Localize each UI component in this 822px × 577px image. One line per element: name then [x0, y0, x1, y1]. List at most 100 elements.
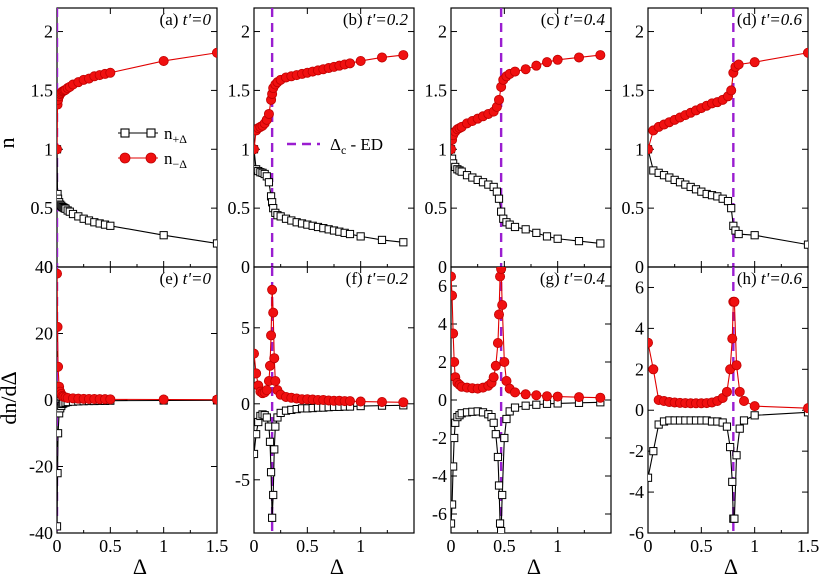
panel-title: (c) t'=0.4 — [541, 10, 606, 29]
point-minus — [105, 394, 116, 405]
y-tick-label: 1 — [438, 139, 447, 159]
x-tick-label: 0.5 — [99, 536, 122, 556]
y-tick-label: 0 — [438, 390, 447, 410]
legend-label-ed: Δc - ED — [330, 135, 383, 157]
x-tick-label: 1.5 — [797, 536, 820, 556]
panel-title: (g) t'=0.4 — [540, 269, 606, 288]
x-tick-label: 0 — [644, 536, 653, 556]
point-minus — [254, 368, 262, 379]
point-minus — [376, 52, 387, 63]
point-plus — [553, 234, 562, 243]
point-minus — [648, 337, 653, 348]
point-plus — [722, 422, 732, 431]
point-plus — [159, 231, 168, 240]
point-plus — [648, 473, 653, 482]
y-tick-label: 5 — [241, 318, 250, 338]
y-tick-label: -6 — [432, 504, 447, 524]
legend: n+Δ n−Δ — [118, 124, 187, 171]
series-line-plus — [57, 149, 217, 244]
plot-area — [451, 267, 606, 533]
y-tick-label: 0 — [438, 257, 447, 277]
point-minus — [490, 360, 501, 371]
point-minus — [212, 47, 217, 58]
point-minus — [497, 299, 508, 310]
point-plus — [497, 207, 506, 216]
point-plus — [356, 232, 365, 241]
point-plus — [491, 430, 500, 439]
point-minus — [727, 333, 738, 344]
point-minus — [595, 392, 606, 403]
y-tick-label: -20 — [29, 457, 53, 477]
point-plus — [521, 225, 530, 234]
point-minus — [595, 50, 606, 61]
y-tick-label: 2 — [44, 22, 53, 42]
y-tick-label: 0 — [241, 394, 250, 414]
point-minus — [749, 401, 760, 412]
point-minus — [648, 364, 659, 375]
x-tick-label: 0 — [447, 536, 456, 556]
point-plus — [739, 416, 749, 425]
x-tick-label: 0.5 — [493, 536, 516, 556]
y-tick-label: 1 — [44, 139, 53, 159]
y-tick-label: -4 — [432, 466, 447, 486]
point-plus — [254, 430, 261, 439]
point-plus — [498, 490, 507, 500]
point-plus — [728, 477, 737, 486]
point-plus — [803, 240, 808, 249]
point-minus — [212, 394, 217, 405]
point-plus — [495, 519, 505, 528]
point-minus — [355, 396, 366, 407]
point-plus — [727, 204, 736, 213]
point-plus — [266, 468, 276, 477]
point-plus — [750, 411, 759, 420]
point-minus — [254, 144, 259, 155]
y-tick-label: 4 — [438, 314, 447, 334]
x-tick-label: 1 — [356, 536, 365, 556]
point-plus — [451, 462, 458, 471]
series-line-minus — [451, 268, 601, 399]
point-plus — [730, 514, 739, 523]
point-minus — [488, 372, 499, 383]
point-plus — [542, 399, 552, 408]
point-plus — [451, 500, 457, 509]
point-plus — [734, 229, 743, 239]
point-plus — [596, 239, 605, 248]
y-tick-label: 0 — [241, 257, 250, 277]
point-minus — [266, 330, 277, 341]
point-minus — [57, 268, 62, 279]
point-minus — [344, 396, 355, 407]
point-plus — [494, 194, 504, 203]
point-plus — [451, 519, 456, 528]
point-minus — [542, 57, 553, 68]
point-plus — [212, 239, 217, 248]
x-tick-label: 0 — [53, 536, 62, 556]
point-minus — [263, 108, 274, 119]
point-plus — [726, 442, 735, 452]
y-tick-label: 2 — [241, 22, 250, 42]
point-plus — [106, 221, 115, 230]
point-plus — [254, 449, 259, 459]
point-minus — [158, 394, 169, 405]
point-plus — [451, 433, 459, 443]
point-minus — [254, 348, 259, 359]
x-axis-label-3: Δ — [527, 554, 541, 577]
point-plus — [269, 490, 278, 500]
y-tick-label: 1 — [635, 139, 644, 159]
point-minus — [355, 55, 366, 66]
panel-8: 0 0.5 1 1.5 -6 -4 -2 0 2 4 6 (h) t'=0.6 — [629, 266, 820, 556]
x-tick-label: 1 — [750, 536, 759, 556]
point-minus — [398, 50, 409, 61]
point-minus — [270, 375, 281, 386]
point-plus — [521, 401, 530, 410]
y-tick-label: 0 — [44, 390, 53, 410]
panel-2: 0 0.5 1 1.5 2 (b) t'=0.2 — [228, 7, 415, 277]
point-plus — [399, 238, 408, 247]
y-tick-label: -40 — [29, 523, 53, 543]
point-minus — [451, 290, 458, 301]
y-tick-label: -2 — [629, 441, 644, 461]
plot-frame — [647, 7, 809, 268]
point-plus — [271, 422, 280, 431]
point-minus — [731, 360, 742, 371]
point-minus — [749, 57, 760, 68]
panel-6: 0 0.5 1 -5 0 5 (f) t'=0.2 — [235, 266, 415, 556]
